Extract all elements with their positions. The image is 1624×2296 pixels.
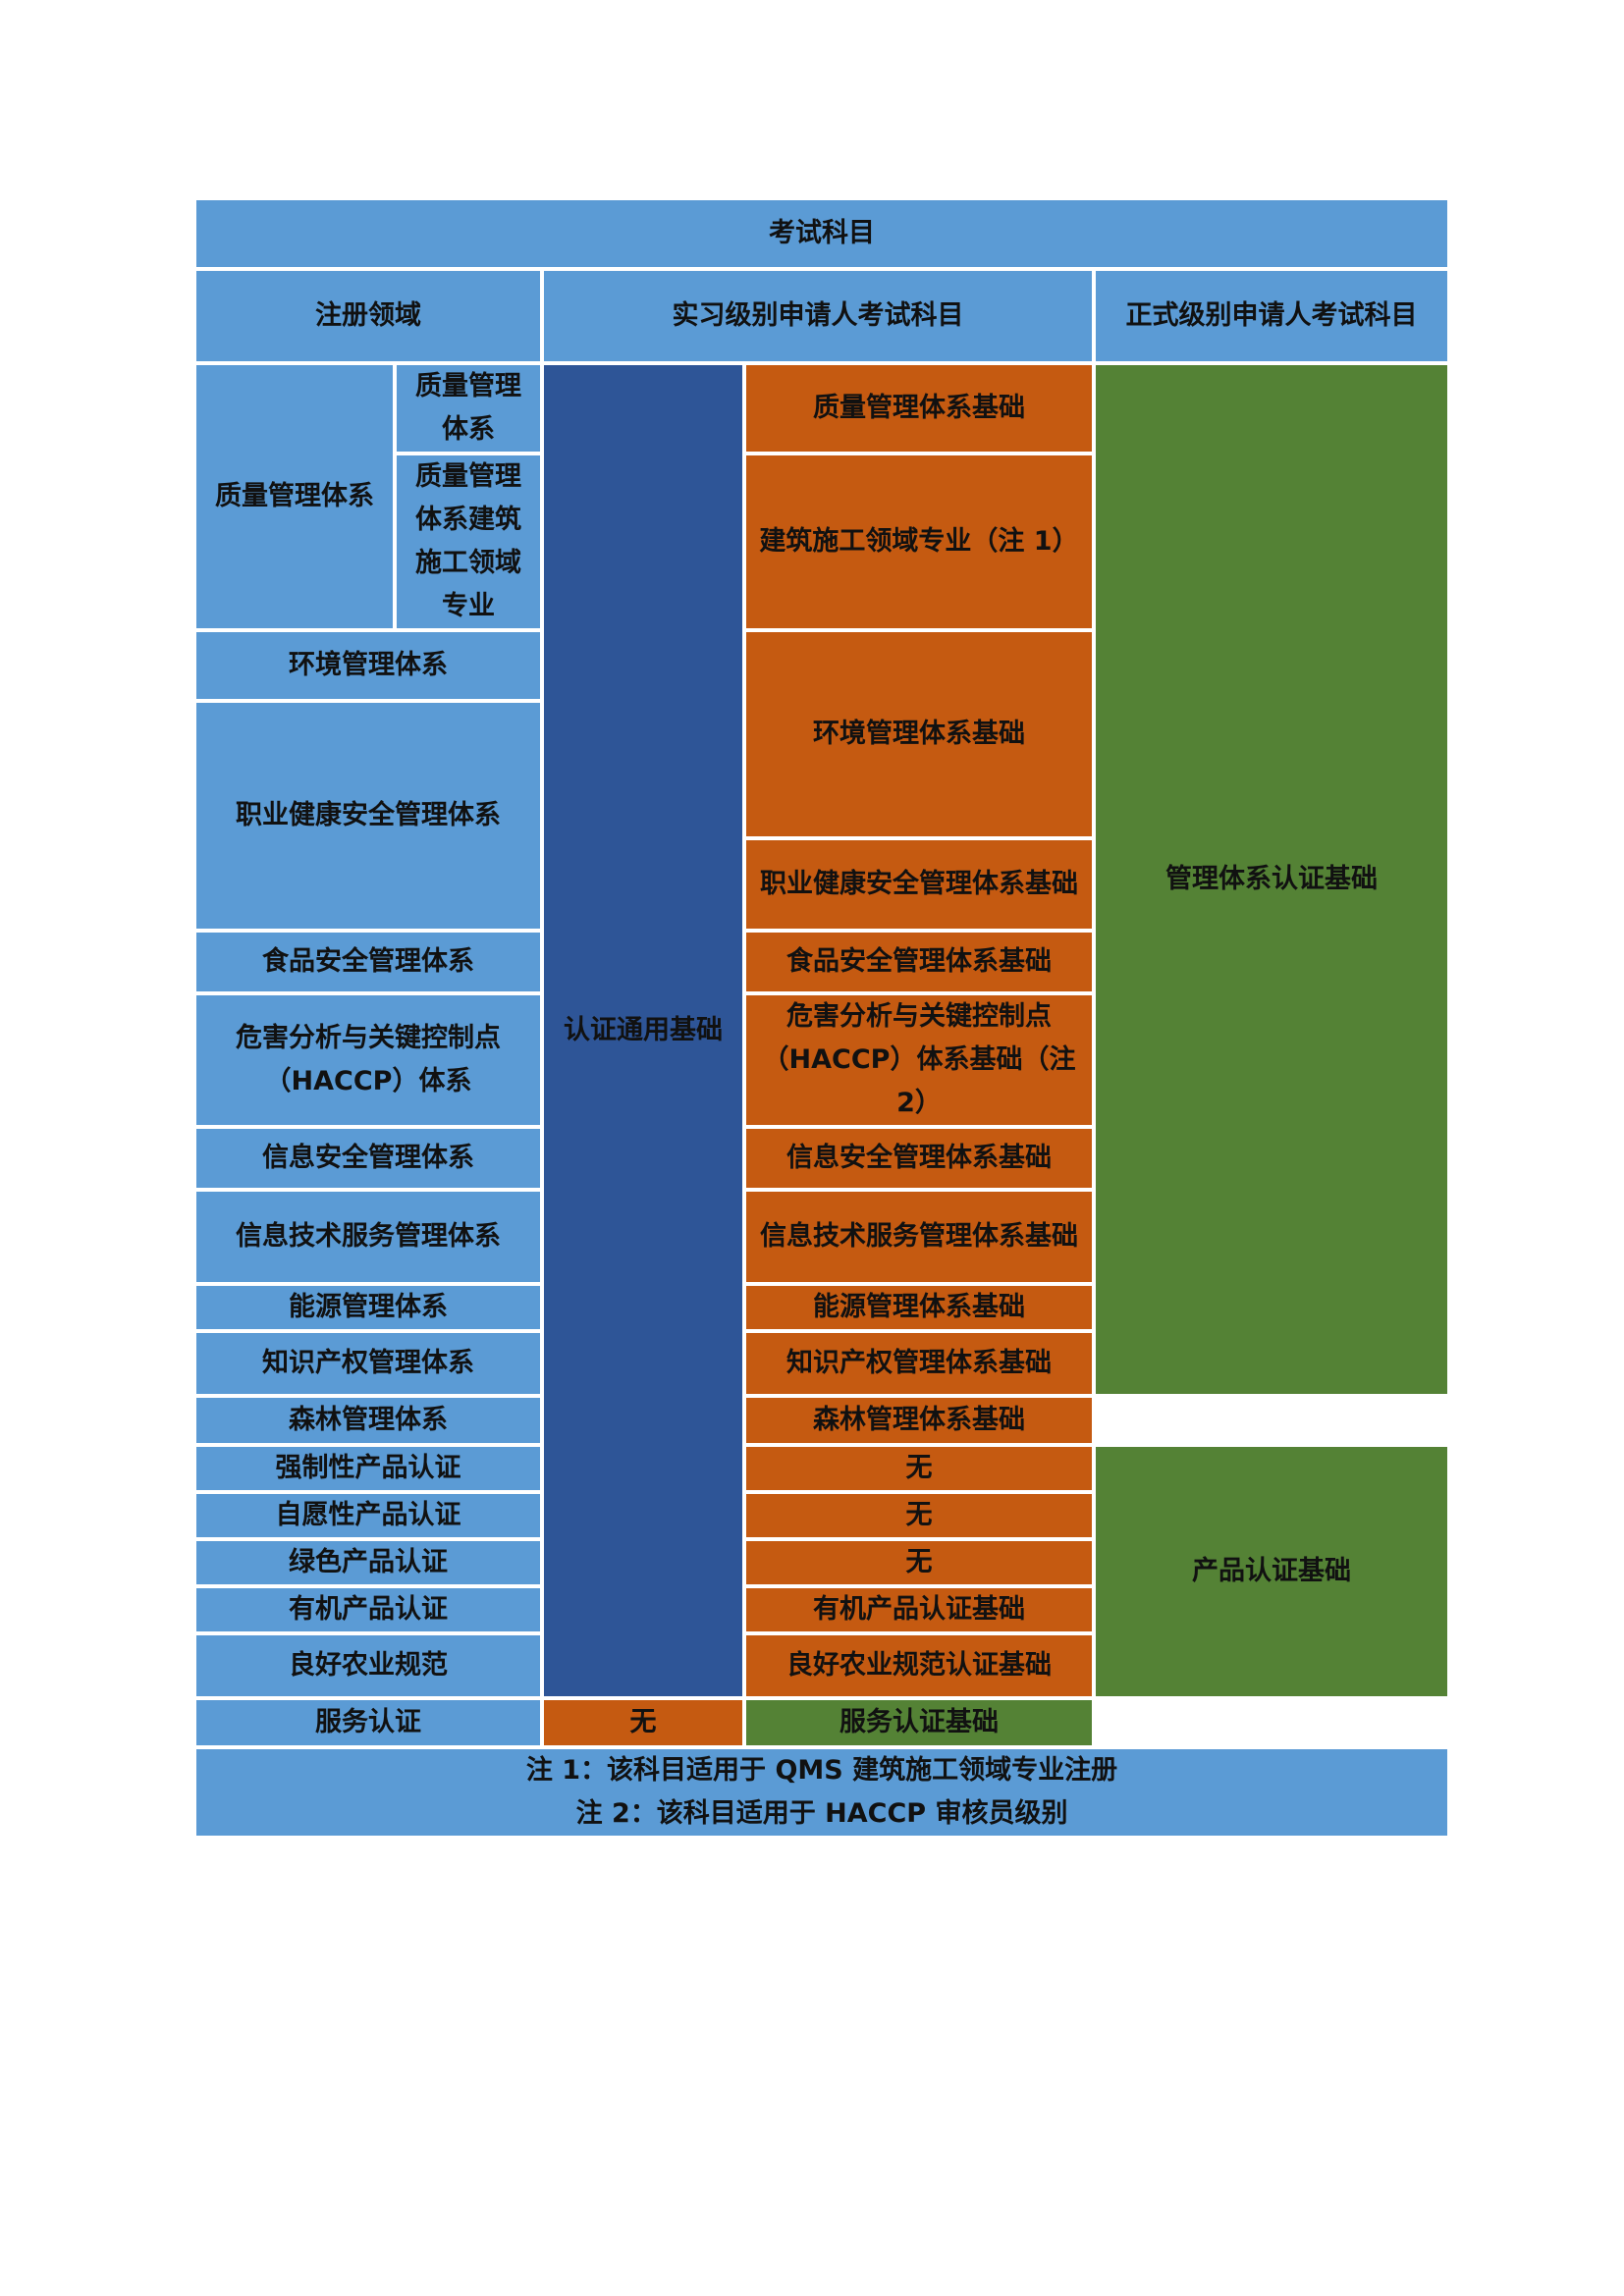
table-row: 危害分析与关键控制点（HACCP）体系 危害分析与关键控制点（HACCP）体系基… bbox=[192, 991, 1449, 1129]
table-row: 能源管理体系 能源管理体系基础 bbox=[192, 1282, 1449, 1333]
field-cell: 质量管理体系 bbox=[393, 361, 544, 455]
intern-subject-cell: 能源管理体系基础 bbox=[742, 1282, 1096, 1333]
table-row: 职业健康安全管理体系 bbox=[192, 699, 1449, 933]
table-row: 信息技术服务管理体系 信息技术服务管理体系基础 bbox=[192, 1188, 1449, 1286]
field-cell: 知识产权管理体系 bbox=[192, 1329, 544, 1398]
table-row: 有机产品认证 有机产品认证基础 bbox=[192, 1584, 1449, 1635]
field-cell: 食品安全管理体系 bbox=[192, 929, 544, 995]
intern-subject-cell: 有机产品认证基础 bbox=[742, 1584, 1096, 1635]
table-row: 绿色产品认证 无 bbox=[192, 1537, 1449, 1588]
intern-subject-cell: 信息技术服务管理体系基础 bbox=[742, 1188, 1096, 1286]
intern-subject-cell: 良好农业规范认证基础 bbox=[742, 1631, 1096, 1700]
formal-product-subject: 产品认证基础 bbox=[1091, 1443, 1452, 1700]
table-row: 环境管理体系 环境管理体系基础 bbox=[192, 628, 1449, 840]
field-cell: 职业健康安全管理体系 bbox=[192, 699, 544, 933]
table-row: 自愿性产品认证 无 bbox=[192, 1490, 1449, 1541]
table-row: 信息安全管理体系 信息安全管理体系基础 bbox=[192, 1125, 1449, 1192]
field-cell: 环境管理体系 bbox=[192, 628, 544, 703]
note-2: 注 2：该科目适用于 HACCP 审核员级别 bbox=[575, 1798, 1068, 1829]
table-row: 质量管理体系建筑施工领域专业 建筑施工领域专业（注 1） bbox=[194, 452, 1449, 632]
field-cell: 良好农业规范 bbox=[192, 1631, 544, 1700]
table-title: 考试科目 bbox=[191, 196, 1452, 271]
intern-subject-cell: 无 bbox=[540, 1696, 746, 1749]
table-row: 职业健康安全管理体系基础 bbox=[194, 836, 1449, 933]
table-title-row: 考试科目 bbox=[191, 196, 1452, 271]
table-row: 强制性产品认证 无 产品认证基础 bbox=[192, 1443, 1452, 1700]
intern-subject-cell: 危害分析与关键控制点（HACCP）体系基础（注 2） bbox=[742, 991, 1096, 1129]
field-cell: 自愿性产品认证 bbox=[192, 1490, 544, 1541]
field-cell: 质量管理体系建筑施工领域专业 bbox=[393, 452, 544, 632]
field-cell: 能源管理体系 bbox=[192, 1282, 544, 1333]
intern-subject-cell: 建筑施工领域专业（注 1） bbox=[742, 452, 1096, 632]
table-row: 良好农业规范 良好农业规范认证基础 bbox=[192, 1631, 1449, 1700]
field-cell: 危害分析与关键控制点（HACCP）体系 bbox=[192, 991, 544, 1129]
intern-subject-cell: 知识产权管理体系基础 bbox=[742, 1329, 1096, 1398]
intern-subject-cell: 森林管理体系基础 bbox=[742, 1394, 1096, 1447]
intern-common-subject: 认证通用基础 bbox=[540, 361, 746, 1700]
field-cell: 服务认证 bbox=[192, 1696, 544, 1749]
intern-subject-cell: 无 bbox=[742, 1490, 1096, 1541]
qms-group-label: 质量管理体系 bbox=[192, 361, 397, 632]
field-cell: 强制性产品认证 bbox=[192, 1443, 544, 1494]
notes-cell: 注 1：该科目适用于 QMS 建筑施工领域专业注册 注 2：该科目适用于 HAC… bbox=[191, 1745, 1452, 1840]
intern-subject-cell: 职业健康安全管理体系基础 bbox=[742, 836, 1096, 933]
table-row: 森林管理体系 森林管理体系基础 bbox=[192, 1394, 1449, 1447]
exam-subjects-table: 考试科目 注册领域 实习级别申请人考试科目 正式级别申请人考试科目 质量管理体系… bbox=[191, 196, 1452, 1840]
table-row: 知识产权管理体系 知识产权管理体系基础 bbox=[192, 1329, 1449, 1398]
field-cell: 绿色产品认证 bbox=[192, 1537, 544, 1588]
table-row: 食品安全管理体系 食品安全管理体系基础 bbox=[192, 929, 1449, 995]
field-cell: 信息安全管理体系 bbox=[192, 1125, 544, 1192]
intern-subject-cell: 无 bbox=[742, 1443, 1096, 1494]
field-cell: 信息技术服务管理体系 bbox=[192, 1188, 544, 1286]
intern-subject-cell: 食品安全管理体系基础 bbox=[742, 929, 1096, 995]
header-intern: 实习级别申请人考试科目 bbox=[540, 267, 1096, 365]
field-cell: 有机产品认证 bbox=[192, 1584, 544, 1635]
intern-subject-cell: 无 bbox=[742, 1537, 1096, 1588]
field-cell: 森林管理体系 bbox=[192, 1394, 544, 1447]
intern-subject-cell: 质量管理体系基础 bbox=[742, 361, 1096, 455]
formal-service-subject: 服务认证基础 bbox=[742, 1696, 1096, 1749]
notes-row: 注 1：该科目适用于 QMS 建筑施工领域专业注册 注 2：该科目适用于 HAC… bbox=[191, 1745, 1452, 1840]
header-formal: 正式级别申请人考试科目 bbox=[1091, 267, 1452, 365]
table-row: 服务认证 无 服务认证基础 bbox=[192, 1696, 1449, 1749]
intern-subject-cell: 环境管理体系基础 bbox=[742, 628, 1096, 840]
header-field: 注册领域 bbox=[192, 267, 544, 365]
table-header-row: 注册领域 实习级别申请人考试科目 正式级别申请人考试科目 bbox=[192, 267, 1452, 365]
note-1: 注 1：该科目适用于 QMS 建筑施工领域专业注册 bbox=[525, 1755, 1118, 1786]
formal-management-subject: 管理体系认证基础 bbox=[1091, 361, 1452, 1398]
intern-subject-cell: 信息安全管理体系基础 bbox=[742, 1125, 1096, 1192]
table-row: 质量管理体系 质量管理体系 认证通用基础 质量管理体系基础 管理体系认证基础 bbox=[192, 361, 1452, 1700]
